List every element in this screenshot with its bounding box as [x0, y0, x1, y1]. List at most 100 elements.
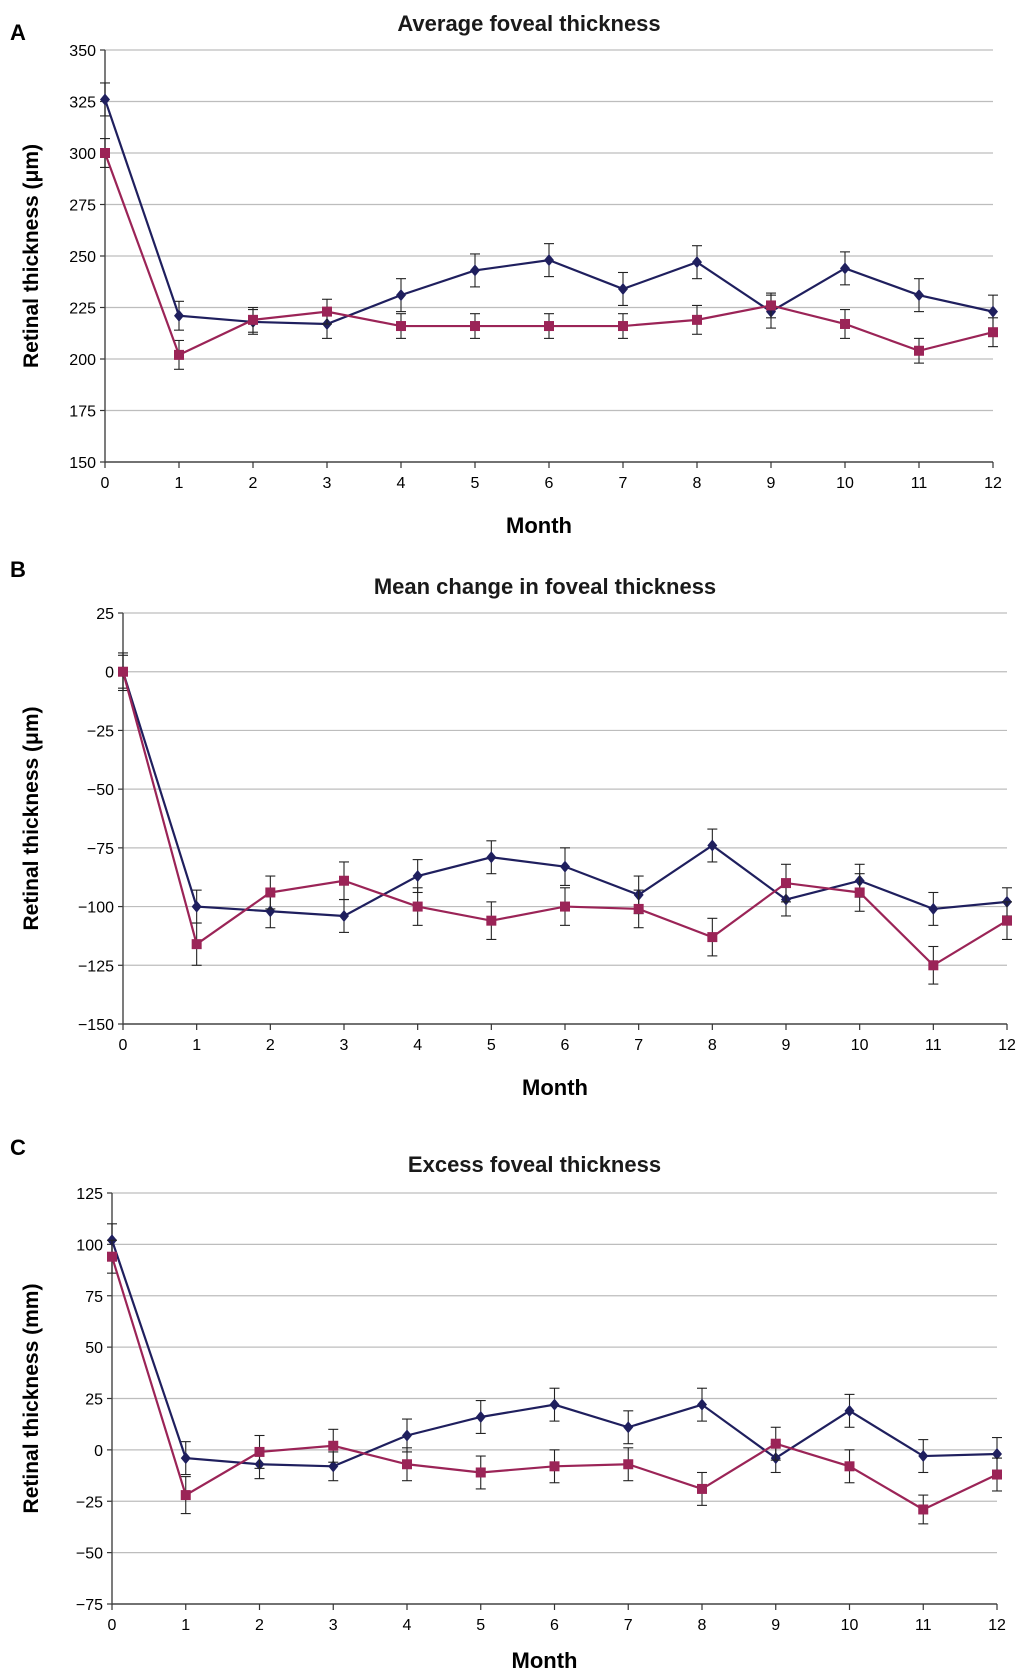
panel-label: C [10, 1135, 26, 1160]
x-tick-label: 2 [249, 475, 258, 492]
y-tick-label: 350 [69, 43, 96, 60]
data-point-diamond [486, 851, 497, 864]
data-point-square [618, 321, 628, 332]
data-point-diamond [914, 289, 924, 302]
y-tick-label: 275 [69, 198, 96, 215]
y-tick-label: 300 [69, 146, 96, 163]
data-point-square [402, 1459, 412, 1470]
x-tick-label: 9 [782, 1037, 791, 1054]
data-point-square [560, 901, 570, 912]
x-tick-label: 0 [119, 1037, 128, 1054]
x-tick-label: 3 [323, 475, 332, 492]
series-line [103, 99, 994, 326]
series-line [110, 1239, 998, 1468]
data-point-square [766, 300, 776, 311]
data-point-square [118, 666, 128, 677]
data-point-square [265, 887, 276, 898]
x-tick-label: 7 [619, 475, 628, 492]
data-point-square [544, 321, 554, 332]
x-tick-label: 1 [192, 1037, 201, 1054]
data-point-square [396, 321, 406, 332]
y-tick-label: 0 [105, 665, 114, 682]
x-tick-label: 6 [550, 1617, 559, 1634]
x-tick-label: 10 [836, 475, 854, 492]
x-tick-label: 10 [841, 1617, 859, 1634]
data-point-square [623, 1459, 634, 1470]
data-point-square [470, 321, 480, 332]
data-point-diamond [100, 93, 110, 106]
data-point-square [707, 932, 718, 943]
data-point-diamond [560, 860, 570, 873]
series-square [118, 654, 1012, 985]
y-tick-label: −100 [78, 900, 114, 917]
y-tick-label: −50 [76, 1546, 103, 1563]
x-tick-label: 4 [403, 1617, 412, 1634]
x-tick-label: 1 [175, 475, 184, 492]
y-tick-label: −125 [78, 958, 114, 975]
data-point-square [633, 903, 644, 914]
data-point-square [322, 306, 332, 317]
y-axis-label: Retinal thickness (μm) [20, 144, 43, 368]
y-axis-label: Retinal thickness (μm) [20, 706, 43, 930]
data-point-square [770, 1438, 781, 1449]
y-tick-label: 225 [69, 301, 96, 318]
data-point-diamond [328, 1460, 339, 1473]
x-tick-label: 12 [988, 1617, 1006, 1634]
data-point-diamond [339, 909, 349, 922]
data-point-square [1002, 915, 1012, 926]
y-tick-label: −50 [87, 782, 114, 799]
x-tick-label: 5 [476, 1617, 485, 1634]
data-point-diamond [412, 870, 423, 883]
x-tick-label: 12 [998, 1037, 1016, 1054]
data-point-square [928, 960, 939, 971]
y-tick-label: 150 [69, 455, 96, 472]
x-axis-label: Month [522, 1075, 588, 1100]
data-point-square [988, 327, 998, 338]
y-tick-label: −25 [87, 723, 114, 740]
x-tick-label: 0 [101, 475, 110, 492]
data-point-diamond [191, 900, 202, 913]
x-tick-label: 0 [108, 1617, 117, 1634]
x-tick-label: 8 [708, 1037, 717, 1054]
data-point-diamond [844, 1404, 855, 1417]
chart-title: Average foveal thickness [397, 11, 660, 36]
x-axis-label: Month [506, 513, 572, 538]
x-tick-label: 3 [329, 1617, 338, 1634]
data-point-diamond [265, 905, 276, 918]
panel-label: B [10, 557, 26, 582]
y-tick-label: 200 [69, 352, 96, 369]
x-tick-label: 11 [915, 1617, 932, 1634]
data-point-diamond [396, 289, 406, 302]
data-point-diamond [618, 282, 628, 295]
data-point-square [486, 915, 497, 926]
data-point-diamond [692, 256, 702, 269]
data-point-square [339, 875, 349, 886]
data-point-diamond [992, 1447, 1002, 1460]
series-square [100, 138, 998, 370]
data-point-square [692, 314, 702, 325]
y-tick-label: −150 [78, 1017, 114, 1034]
x-axis-label: Month [512, 1648, 578, 1673]
data-point-square [180, 1490, 191, 1501]
y-tick-label: 25 [85, 1392, 103, 1409]
panel-label: A [10, 20, 26, 45]
data-point-square [840, 318, 850, 329]
y-tick-label: −75 [87, 841, 114, 858]
x-tick-label: 6 [545, 475, 554, 492]
x-tick-label: 3 [340, 1037, 349, 1054]
data-point-square [549, 1461, 560, 1472]
x-tick-label: 7 [624, 1617, 633, 1634]
x-tick-label: 1 [181, 1617, 190, 1634]
data-point-diamond [402, 1429, 412, 1442]
y-tick-label: 75 [85, 1289, 103, 1306]
data-point-square [697, 1483, 707, 1494]
x-tick-label: 6 [561, 1037, 570, 1054]
x-tick-label: 11 [911, 475, 928, 492]
x-tick-label: 11 [925, 1037, 942, 1054]
x-tick-label: 8 [698, 1617, 707, 1634]
series-diamond [107, 1223, 1002, 1482]
